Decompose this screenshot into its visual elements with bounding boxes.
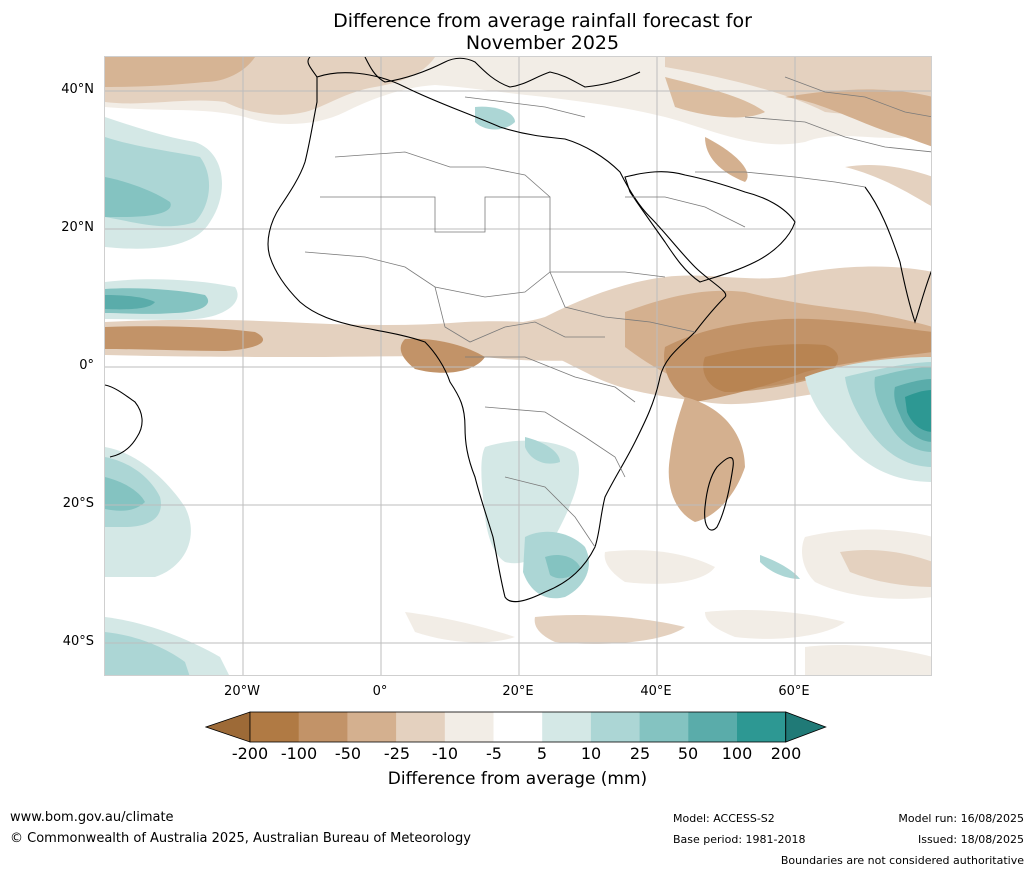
website-link[interactable]: www.bom.gov.au/climate [10, 810, 174, 825]
lat-label-20n: 20°N [61, 220, 94, 235]
colorbar-tick: -100 [280, 744, 318, 763]
colorbar-tick: -5 [486, 744, 502, 763]
colorbar-tick: 200 [770, 744, 802, 763]
colorbar-swatch [250, 712, 300, 742]
lon-label-60e: 60°E [778, 684, 810, 699]
copyright-text: © Commonwealth of Australia 2025, Austra… [10, 831, 471, 846]
colorbar-tick: -50 [334, 744, 362, 763]
colorbar-tick: 100 [721, 744, 753, 763]
colorbar-outline [249, 711, 787, 743]
lat-label-40s: 40°S [62, 634, 94, 649]
colorbar-swatch [590, 712, 641, 742]
lon-label-20e: 20°E [502, 684, 534, 699]
base-period: Base period: 1981-2018 [673, 833, 806, 846]
colorbar-tick: -25 [383, 744, 411, 763]
lat-label-0: 0° [79, 358, 94, 373]
lat-label-20s: 20°S [62, 496, 94, 511]
colorbar-swatch [688, 712, 738, 742]
boundaries-disclaimer: Boundaries are not considered authoritat… [780, 854, 1024, 867]
colorbar [205, 711, 827, 743]
lon-label-0: 0° [372, 684, 388, 699]
lat-label-40n: 40°N [61, 82, 94, 97]
title-line-1: Difference from average rainfall forecas… [333, 10, 752, 32]
colorbar-swatch [347, 712, 397, 742]
rainfall-map [104, 56, 932, 676]
colorbar-swatch [396, 712, 446, 742]
colorbar-swatch [542, 712, 592, 742]
colorbar-swatch [737, 712, 787, 742]
coastlines [105, 57, 931, 603]
map-canvas [105, 57, 931, 675]
colorbar-swatch [444, 712, 494, 742]
model-run: Model run: 16/08/2025 [898, 812, 1024, 825]
colorbar-label: Difference from average (mm) [387, 769, 648, 789]
map-title: Difference from average rainfall forecas… [0, 10, 1035, 54]
lon-label-20w: 20°W [224, 684, 260, 699]
model-name: Model: ACCESS-S2 [673, 812, 775, 825]
colorbar-extend-high [785, 711, 827, 743]
colorbar-tick: 5 [536, 744, 548, 763]
colorbar-tick: 50 [677, 744, 699, 763]
country-borders [304, 76, 931, 548]
graticule [105, 57, 931, 675]
colorbar-swatch [493, 712, 543, 742]
colorbar-swatch [298, 712, 348, 742]
colorbar-tick: 10 [580, 744, 602, 763]
colorbar-swatch [639, 712, 689, 742]
colorbar-tick: -200 [231, 744, 269, 763]
anomaly-shading [105, 57, 931, 675]
lon-label-40e: 40°E [640, 684, 672, 699]
title-line-2: November 2025 [465, 32, 620, 54]
issued-date: Issued: 18/08/2025 [917, 833, 1024, 846]
colorbar-tick: -10 [431, 744, 459, 763]
colorbar-extend-low [205, 711, 251, 743]
colorbar-tick: 25 [629, 744, 651, 763]
